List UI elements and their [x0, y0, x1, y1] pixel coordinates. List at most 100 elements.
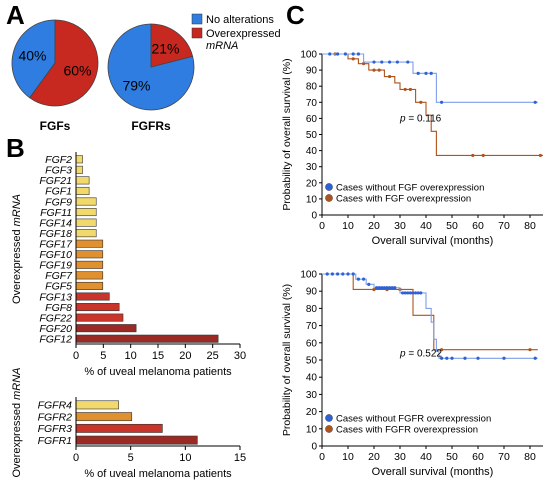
x-tick-label-60: 60	[472, 220, 484, 232]
y-tick-label-0: 0	[311, 442, 317, 453]
p-symbol: p	[399, 349, 406, 360]
x-tick-label-0: 0	[319, 220, 325, 232]
bar-chart-fgf: FGF2FGF3FGF21FGF1FGF9FGF11FGF14FGF18FGF1…	[11, 152, 246, 378]
km-censor-0-10	[416, 71, 420, 75]
km-censor-0-0	[328, 52, 332, 56]
km-censor-0-23	[416, 291, 420, 295]
km-censor-0-14	[533, 100, 537, 104]
bar-FGF10	[75, 250, 104, 259]
km-censor-0-9	[375, 286, 379, 290]
bar-label-FGFR2: FGFR2	[38, 411, 73, 423]
pie-slice-1-1	[150, 23, 194, 68]
y-tick-label-60: 60	[306, 338, 318, 349]
bar-FGF18	[75, 229, 97, 238]
x-tick-label-70: 70	[498, 451, 510, 463]
y-tick-label-50: 50	[306, 130, 318, 141]
pie-charts: 40% 60% FGFs 79% 21% FGFRs	[11, 19, 195, 133]
x-tick-label-40: 40	[420, 220, 432, 232]
bar-label-FGF17: FGF17	[39, 239, 73, 251]
km-line-1	[322, 53, 543, 156]
y-tick-label-100: 100	[300, 270, 317, 281]
km-censor-0-6	[356, 277, 360, 281]
bar-FGF13	[75, 292, 110, 301]
km-censor-1-11	[538, 153, 543, 158]
bar-label-FGF9: FGF9	[45, 196, 72, 208]
km-censor-0-12	[382, 286, 386, 290]
km-censor-0-11	[424, 71, 428, 75]
x-tick-label-10: 10	[342, 220, 354, 232]
bar-FGF9	[75, 197, 97, 206]
y-tick-label-40: 40	[306, 146, 318, 157]
km-censor-0-1	[336, 52, 340, 56]
x-axis-title: % of uveal melanoma patients	[84, 468, 232, 480]
y-tick-label-30: 30	[306, 390, 318, 401]
bar-FGFR3	[75, 423, 163, 433]
x-tick-label-5: 5	[100, 350, 106, 362]
bar-FGFR4	[75, 400, 119, 410]
x-tick-label-30: 30	[394, 451, 406, 463]
bar-FGF12	[75, 334, 219, 343]
km-censor-0-12	[429, 71, 433, 75]
bar-label-FGF20: FGF20	[39, 323, 72, 335]
km-plot-fgf: 0 10 20 30 40 50 60 70 80 90 100 0 10 20 30 40 50 60 70 80 O…	[281, 50, 543, 247]
km-censor-0-4	[346, 272, 350, 276]
y-tick-label-90: 90	[306, 66, 318, 77]
km-censor-0-2	[336, 272, 340, 276]
km-censor-0-2	[343, 52, 347, 56]
km-legend-marker-1	[325, 425, 333, 433]
y-tick-label-10: 10	[306, 424, 318, 435]
y-tick-label-60: 60	[306, 114, 318, 125]
x-tick-label-30: 30	[394, 220, 406, 232]
km-legend-marker-0	[325, 414, 333, 422]
bar-FGF5	[75, 281, 104, 290]
km-censor-1-4	[528, 348, 532, 352]
km-censor-0-31	[533, 356, 537, 360]
pie-slice-1-0	[107, 23, 195, 111]
km-censor-0-17	[401, 291, 405, 295]
km-censor-1-6	[403, 87, 407, 92]
km-legend-label-0: Cases without FGF overexpression	[336, 183, 484, 194]
bar-label-FGF14: FGF14	[39, 217, 72, 229]
p-value-annotation: p = 0.116	[399, 114, 442, 125]
legend-label-no-alterations: No alterations	[206, 14, 274, 26]
km-line-1	[322, 273, 538, 351]
legend-label-overexpressed: Overexpressed	[206, 28, 281, 40]
y-axis-title: Probability of overall survival (%)	[281, 284, 293, 436]
bar-label-FGFR4: FGFR4	[38, 400, 73, 412]
km-censor-1-3	[372, 68, 376, 72]
y-tick-label-30: 30	[306, 162, 318, 173]
bar-label-FGF22: FGF22	[39, 312, 72, 324]
km-censor-0-10	[377, 286, 381, 290]
y-tick-label-20: 20	[306, 407, 318, 418]
pie-value-label-0-1: 60%	[63, 62, 91, 78]
y-tick-label-0: 0	[311, 211, 317, 222]
km-censor-0-27	[450, 356, 454, 360]
km-censor-0-15	[390, 286, 394, 290]
bar-FGFR2	[75, 412, 133, 422]
km-censor-1-8	[419, 100, 423, 104]
x-axis-title: Overall survival (months)	[372, 466, 494, 478]
km-censor-0-7	[388, 60, 392, 64]
x-tick-label-10: 10	[179, 452, 191, 464]
km-censor-0-21	[411, 291, 415, 295]
x-tick-label-80: 80	[524, 220, 536, 232]
km-censor-0-5	[351, 272, 355, 276]
bar-FGF20	[75, 324, 137, 333]
y-axis-title-italic: mRNA	[11, 194, 23, 226]
y-tick-label-10: 10	[306, 194, 318, 205]
km-censor-1-2	[362, 62, 366, 66]
pie-value-label-1-1: 21%	[151, 40, 179, 56]
pie-slice-0-1	[29, 19, 99, 107]
x-tick-label-0: 0	[73, 452, 79, 464]
km-censor-0-18	[403, 291, 407, 295]
km-censor-1-1	[351, 57, 355, 61]
y-axis-title-word: Overexpressed	[11, 226, 23, 304]
km-censor-0-9	[406, 60, 410, 64]
km-censor-0-29	[476, 356, 480, 360]
km-censor-0-16	[393, 286, 397, 290]
bar-FGF11	[75, 208, 97, 217]
km-censor-0-8	[395, 60, 399, 64]
p-value-annotation: p = 0.522	[399, 349, 442, 360]
km-line-0	[322, 53, 538, 103]
legend-swatch-overexpressed	[191, 27, 203, 39]
